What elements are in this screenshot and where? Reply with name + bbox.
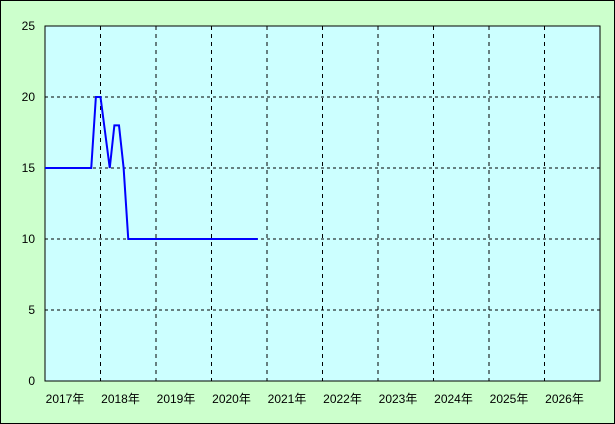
x-tick-label: 2022年 <box>323 392 362 406</box>
x-tick-label: 2026年 <box>545 392 584 406</box>
x-tick-label: 2019年 <box>157 392 196 406</box>
x-tick-label: 2017年 <box>46 392 85 406</box>
x-tick-label: 2020年 <box>212 392 251 406</box>
x-tick-label: 2021年 <box>268 392 307 406</box>
series-line <box>45 96 258 240</box>
y-tick-label: 10 <box>22 232 36 246</box>
y-tick-label: 20 <box>22 90 36 104</box>
y-tick-label: 0 <box>28 374 35 388</box>
y-tick-label: 5 <box>28 303 35 317</box>
x-tick-label: 2025年 <box>490 392 529 406</box>
x-tick-label: 2023年 <box>379 392 418 406</box>
x-tick-label: 2024年 <box>434 392 473 406</box>
x-tick-label: 2018年 <box>101 392 140 406</box>
y-tick-label: 15 <box>22 161 36 175</box>
y-tick-label: 25 <box>22 19 36 33</box>
